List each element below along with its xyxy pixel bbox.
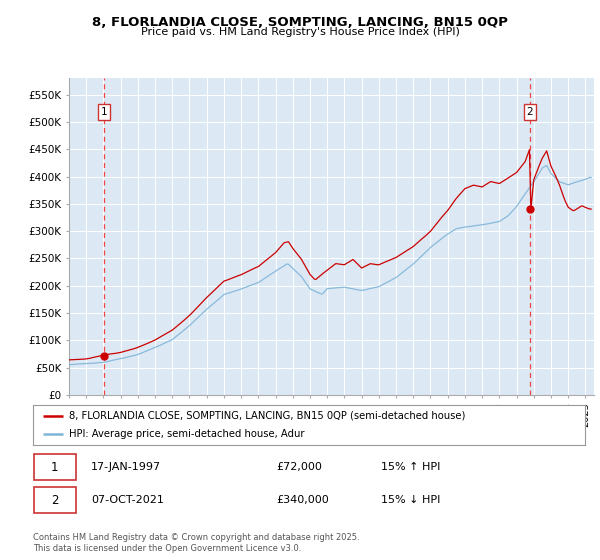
FancyBboxPatch shape bbox=[34, 487, 76, 513]
Text: 07-OCT-2021: 07-OCT-2021 bbox=[91, 495, 164, 505]
Text: 17-JAN-1997: 17-JAN-1997 bbox=[91, 463, 161, 473]
Text: 15% ↑ HPI: 15% ↑ HPI bbox=[381, 463, 440, 473]
Text: 8, FLORLANDIA CLOSE, SOMPTING, LANCING, BN15 0QP: 8, FLORLANDIA CLOSE, SOMPTING, LANCING, … bbox=[92, 16, 508, 29]
Text: 8, FLORLANDIA CLOSE, SOMPTING, LANCING, BN15 0QP (semi-detached house): 8, FLORLANDIA CLOSE, SOMPTING, LANCING, … bbox=[69, 411, 465, 421]
Text: 15% ↓ HPI: 15% ↓ HPI bbox=[381, 495, 440, 505]
Text: £340,000: £340,000 bbox=[276, 495, 329, 505]
Text: 1: 1 bbox=[51, 461, 58, 474]
FancyBboxPatch shape bbox=[34, 455, 76, 480]
Text: 2: 2 bbox=[526, 106, 533, 116]
Text: 1: 1 bbox=[101, 106, 107, 116]
Text: Contains HM Land Registry data © Crown copyright and database right 2025.
This d: Contains HM Land Registry data © Crown c… bbox=[33, 533, 359, 553]
Text: £72,000: £72,000 bbox=[276, 463, 322, 473]
Text: HPI: Average price, semi-detached house, Adur: HPI: Average price, semi-detached house,… bbox=[69, 430, 304, 439]
Text: Price paid vs. HM Land Registry's House Price Index (HPI): Price paid vs. HM Land Registry's House … bbox=[140, 27, 460, 37]
Text: 2: 2 bbox=[51, 494, 58, 507]
